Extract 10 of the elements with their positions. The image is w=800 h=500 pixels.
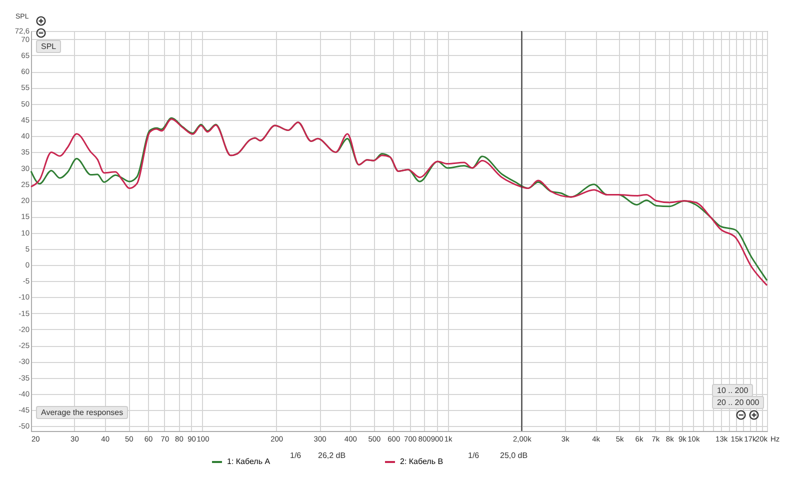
annotation: Average the responses bbox=[36, 406, 128, 419]
annotation: 20 .. 20 000 bbox=[712, 396, 764, 409]
text: 25,0 dB bbox=[500, 451, 528, 460]
legend-label: 2: Кабель B bbox=[400, 457, 444, 466]
text: 1/6 bbox=[290, 451, 302, 460]
text: 26,2 dB bbox=[318, 451, 346, 460]
annotation: SPL bbox=[36, 40, 62, 53]
text: 1/6 bbox=[468, 451, 480, 460]
annotation: 10 .. 200 bbox=[712, 384, 754, 397]
legend-label: 1: Кабель A bbox=[227, 457, 271, 466]
